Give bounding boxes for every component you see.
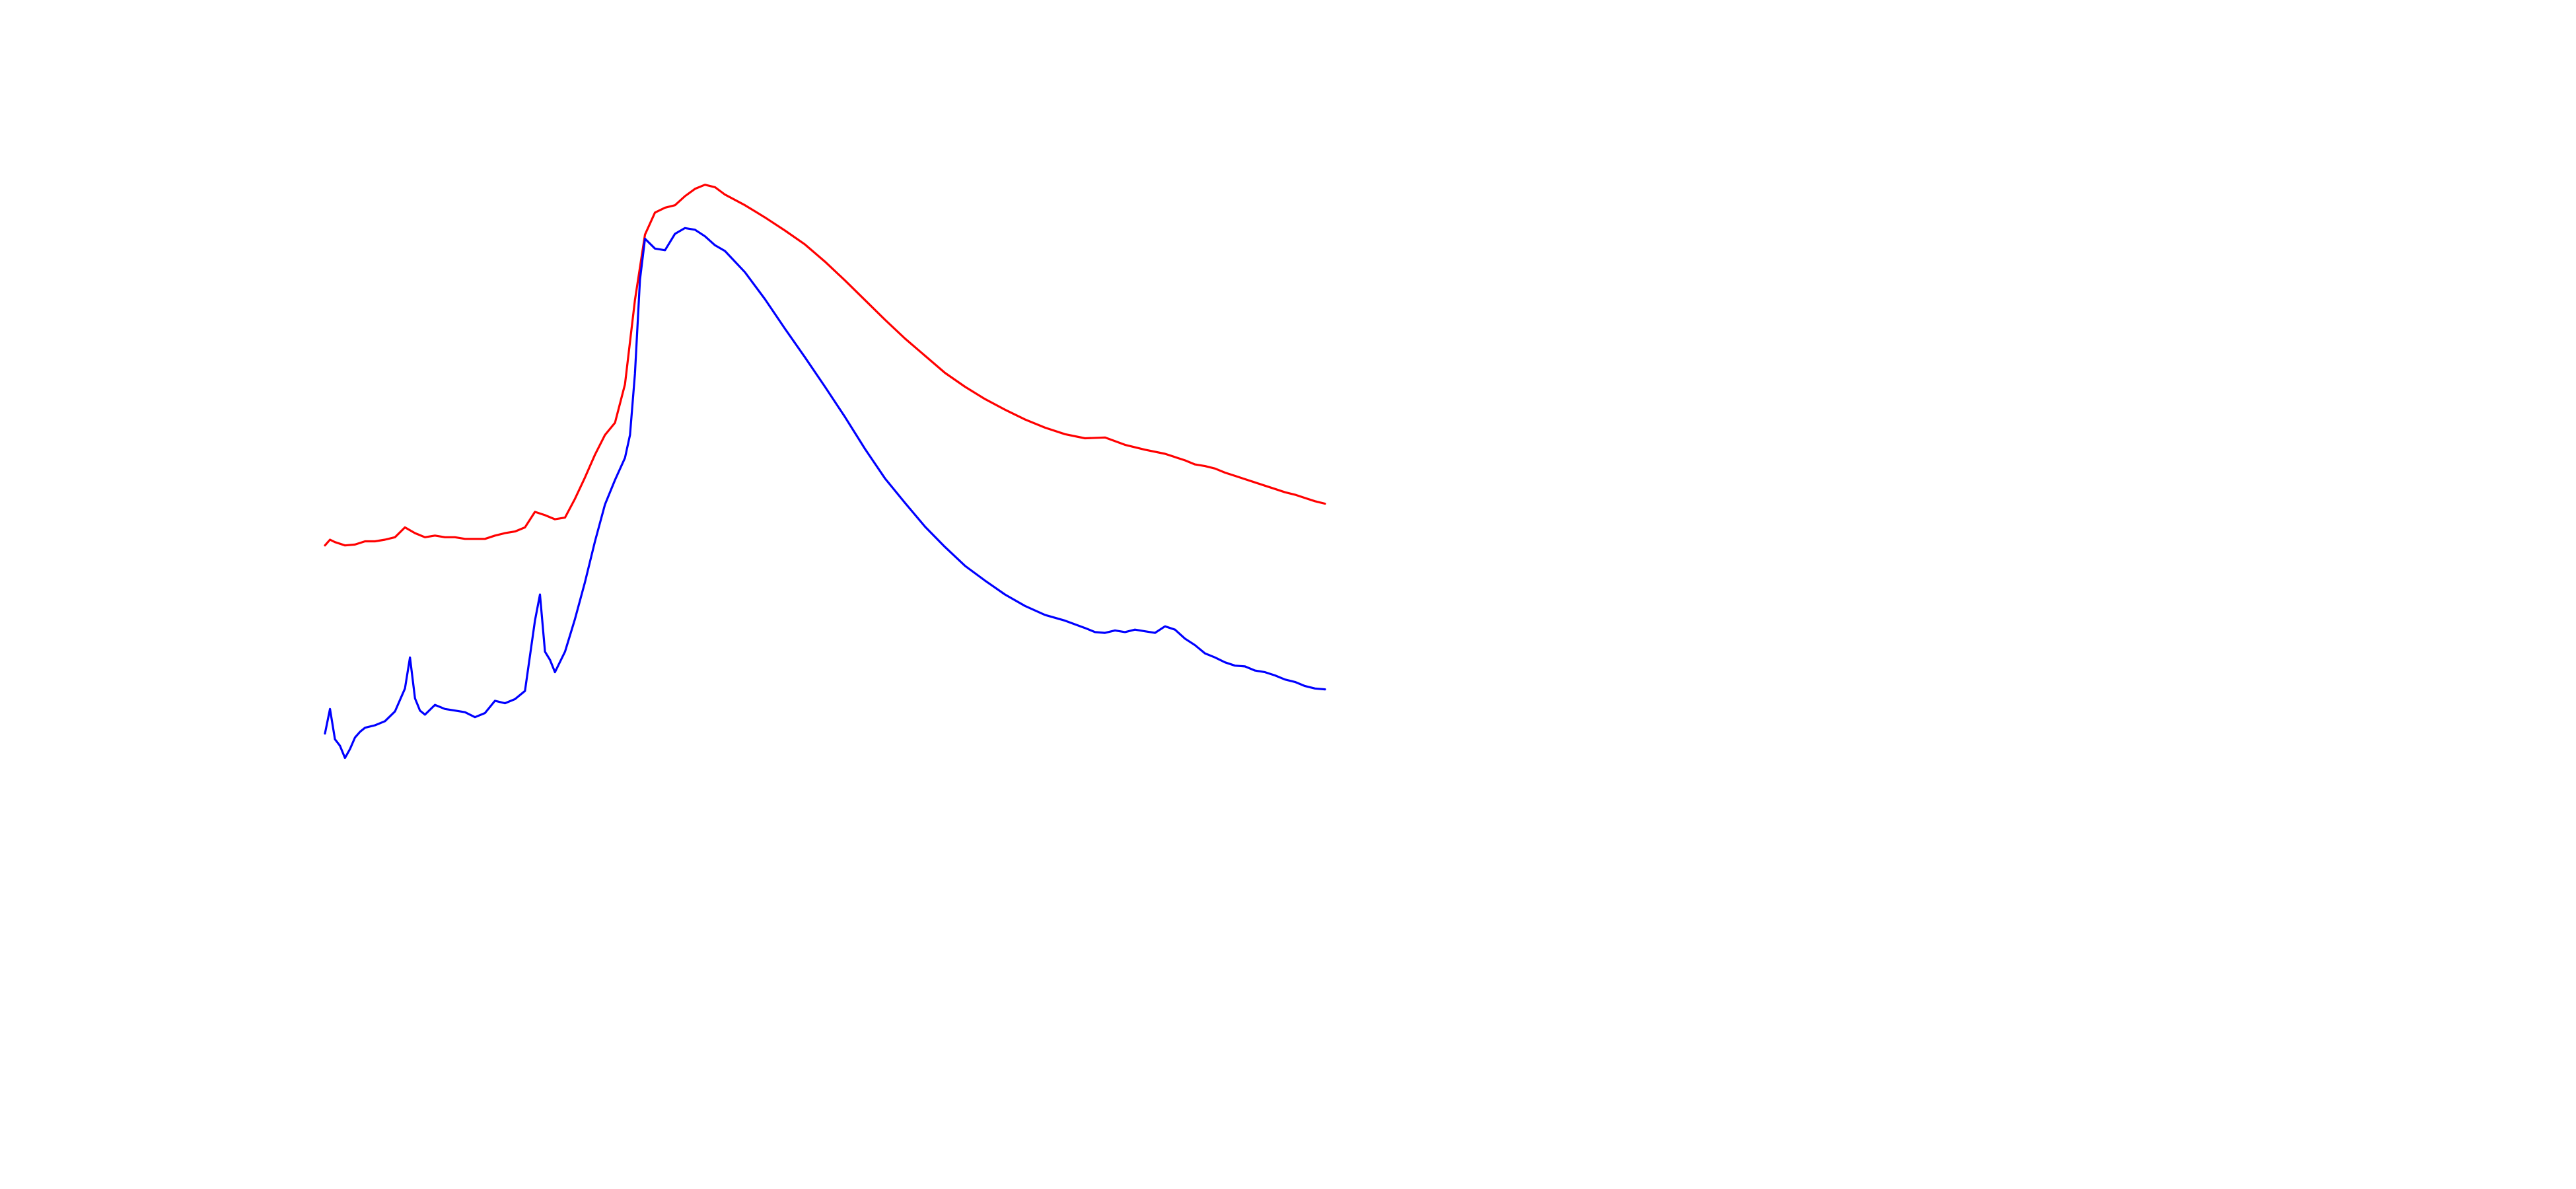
series-layer — [324, 184, 1326, 760]
series-2 — [324, 227, 1326, 760]
series-2-line — [324, 227, 1326, 760]
series-1-line — [324, 184, 1326, 547]
series-1 — [324, 184, 1326, 547]
